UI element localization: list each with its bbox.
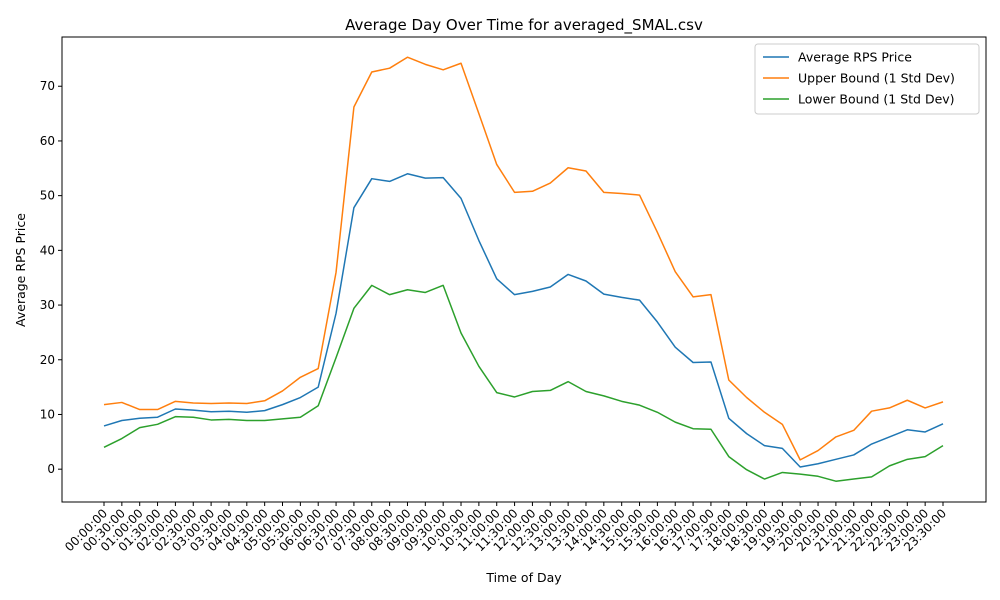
legend-label-3: Lower Bound (1 Std Dev) — [798, 92, 955, 107]
chart-title: Average Day Over Time for averaged_SMAL.… — [345, 16, 703, 35]
y-tick-label: 40 — [40, 243, 55, 257]
plot-area — [103, 56, 944, 482]
y-tick-label: 20 — [40, 353, 55, 367]
y-tick-label: 30 — [40, 298, 55, 312]
y-tick-label: 70 — [40, 79, 55, 93]
x-axis-label: Time of Day — [485, 570, 562, 585]
series-line-3 — [103, 284, 944, 482]
series-line-2 — [103, 56, 944, 461]
y-tick-label: 60 — [40, 134, 55, 148]
legend-label-2: Upper Bound (1 Std Dev) — [798, 71, 955, 86]
legend-box — [754, 43, 980, 115]
y-axis-label: Average RPS Price — [13, 213, 28, 327]
legend: Average RPS Price Upper Bound (1 Std Dev)… — [754, 43, 980, 115]
series-line-1 — [103, 173, 944, 468]
y-tick-label: 50 — [40, 189, 55, 203]
y-tick-label: 10 — [40, 407, 55, 421]
plot-frame — [61, 36, 987, 503]
legend-label-1: Average RPS Price — [798, 50, 912, 65]
y-tick-label: 0 — [47, 462, 55, 476]
